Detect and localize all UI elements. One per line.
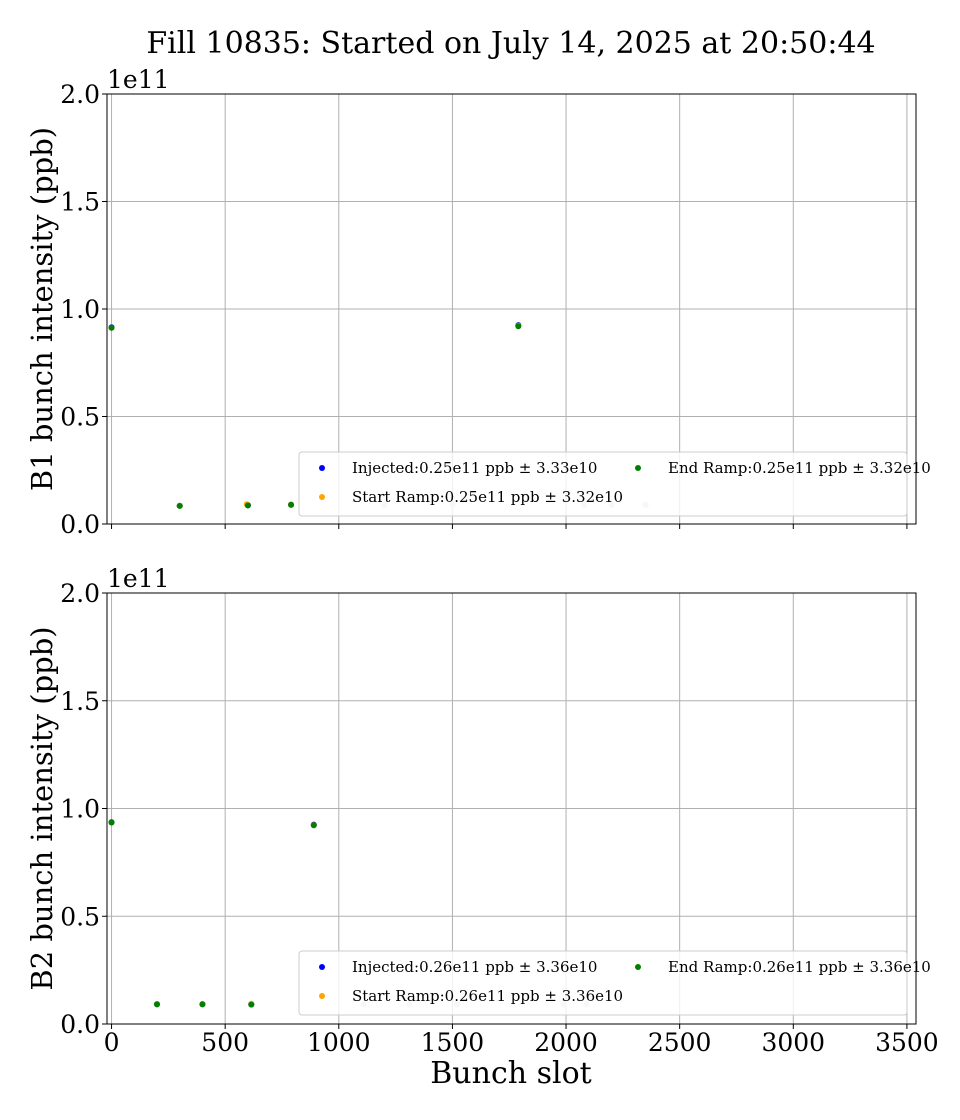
data-point (108, 324, 115, 331)
y-tick-label: 0.0 (60, 510, 100, 539)
data-point (153, 1001, 160, 1008)
x-tick-label: 500 (201, 1028, 249, 1057)
data-point (108, 819, 115, 826)
chart-title: Fill 10835: Started on July 14, 2025 at … (146, 26, 875, 61)
legend-marker (319, 964, 325, 970)
data-point (199, 1001, 206, 1008)
legend-entry: End Ramp:0.25e11 ppb ± 3.32e10 (668, 459, 931, 477)
y-axis-label: B2 bunch intensity (ppb) (25, 626, 59, 990)
data-point (244, 502, 251, 509)
y-tick-label: 1.5 (60, 188, 100, 217)
legend-entry: End Ramp:0.26e11 ppb ± 3.36e10 (668, 958, 931, 976)
legend-box (298, 451, 908, 517)
legend-entry: Start Ramp:0.26e11 ppb ± 3.36e10 (352, 987, 623, 1005)
legend-entry: Injected:0.26e11 ppb ± 3.36e10 (352, 958, 597, 976)
y-tick-label: 2.0 (60, 80, 100, 109)
y-tick-label: 0.5 (60, 403, 100, 432)
axis-offset-label: 1e11 (107, 65, 170, 94)
x-tick-label: 0 (104, 1028, 120, 1057)
data-point (176, 502, 183, 509)
axis-offset-label: 1e11 (107, 564, 170, 593)
legend: Injected:0.26e11 ppb ± 3.36e10 Start Ramp… (298, 950, 931, 1016)
y-tick-label: 2.0 (60, 579, 100, 608)
x-tick-label: 2500 (648, 1028, 712, 1057)
x-tick-label: 1500 (421, 1028, 485, 1057)
data-point (515, 323, 522, 330)
x-tick-label: 3000 (761, 1028, 825, 1057)
y-tick-label: 0.5 (60, 902, 100, 931)
x-tick-label: 1000 (307, 1028, 371, 1057)
legend-marker (635, 465, 641, 471)
data-point (310, 822, 317, 829)
legend-entry: Start Ramp:0.25e11 ppb ± 3.32e10 (352, 488, 623, 506)
x-tick-label: 3500 (875, 1028, 939, 1057)
y-axis-label: B1 bunch intensity (ppb) (25, 127, 59, 491)
x-tick-label: 2000 (534, 1028, 598, 1057)
data-point (248, 1001, 255, 1008)
legend-marker (319, 494, 325, 500)
legend-box (298, 950, 908, 1016)
y-tick-label: 1.0 (60, 795, 100, 824)
data-point (288, 501, 295, 508)
series-2 (108, 819, 317, 1008)
legend-entry: Injected:0.25e11 ppb ± 3.33e10 (352, 459, 597, 477)
legend-marker (635, 964, 641, 970)
legend-marker (319, 993, 325, 999)
panel-2: 0 500 1000 1500 2000 2500 3000 3500 0.0 0.5 1.0 1.5… (25, 564, 939, 1091)
y-tick-label: 1.0 (60, 295, 100, 324)
x-axis-label: Bunch slot (430, 1056, 591, 1091)
y-tick-label: 1.5 (60, 687, 100, 716)
legend-marker (319, 465, 325, 471)
legend: Injected:0.25e11 ppb ± 3.33e10 Start Ramp… (298, 451, 931, 517)
series-1 (108, 819, 317, 1008)
y-tick-label: 0.0 (60, 1010, 100, 1039)
